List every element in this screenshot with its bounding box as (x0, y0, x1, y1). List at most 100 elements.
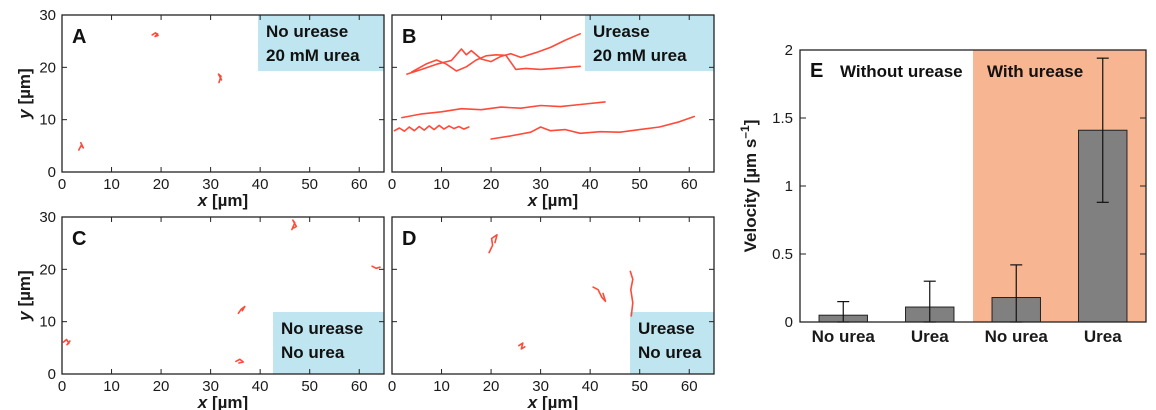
trajectory-track (592, 286, 607, 303)
x-tick-label: 50 (631, 378, 648, 395)
panel-letter: B (402, 26, 416, 48)
trajectory-track (401, 101, 606, 119)
y-tick-label: 10 (39, 314, 56, 331)
category-label: No urea (985, 327, 1049, 346)
y-axis-label-main: Velocity [µm s (741, 139, 760, 253)
x-axis-label-unit: [µm] (537, 393, 578, 410)
condition-box (630, 312, 714, 374)
y-axis-label: y [µm] (15, 68, 34, 119)
x-axis-label: x [µm] (527, 393, 578, 410)
y-tick-label: 30 (39, 7, 56, 24)
x-axis-label-unit: [µm] (537, 191, 578, 210)
y-tick-label: 10 (39, 112, 56, 129)
x-tick-label: 60 (681, 378, 698, 395)
plot-frame (391, 216, 715, 375)
x-tick-label: 20 (153, 378, 170, 395)
x-tick-label: 30 (532, 378, 549, 395)
x-axis-label-var: x (197, 191, 209, 210)
y-tick-label: 2 (785, 42, 793, 59)
panel-b: Urease 20 mM urea B 0 10 20 30 40 50 60 x [µm] (388, 14, 715, 210)
trajectory-track (411, 54, 581, 73)
y-tick-label: 0 (785, 314, 793, 331)
x-tick-label: 10 (433, 378, 450, 395)
y-tick-label: 0.5 (772, 246, 793, 263)
trajectory-track (371, 265, 381, 270)
condition-label: No urea (638, 343, 702, 362)
x-tick-label: 50 (301, 176, 318, 193)
panel-e: No urea Urea No urea Urea 0 0.5 1 1.5 2E Without … (738, 42, 1147, 346)
trajectory-track (237, 305, 246, 315)
y-axis-label-var: y (15, 310, 34, 322)
x-tick-label: 60 (351, 176, 368, 193)
condition-label: No urea (281, 343, 345, 362)
x-tick-label: 60 (681, 176, 698, 193)
x-axis-label-var: x (527, 191, 539, 210)
panel-letter: E (810, 60, 823, 82)
group-label: With urease (987, 62, 1083, 81)
x-tick-label: 30 (202, 176, 219, 193)
x-axis-label: x [µm] (197, 191, 248, 210)
category-label: Urea (1084, 327, 1122, 346)
y-tick-label: 20 (39, 59, 56, 76)
x-tick-label: 20 (483, 176, 500, 193)
y-tick-label: 0 (48, 164, 56, 181)
y-tick-label: 30 (39, 209, 56, 226)
panel-letter: A (72, 26, 86, 48)
condition-label: 20 mM urea (593, 46, 687, 65)
trajectory-track (291, 219, 298, 231)
panel-letter: D (402, 228, 416, 250)
trajectory-track (629, 270, 634, 317)
x-axis-label-unit: [µm] (207, 393, 248, 410)
x-tick-label: 0 (58, 176, 66, 193)
x-tick-label: 40 (582, 378, 599, 395)
condition-label: Urease (593, 22, 650, 41)
x-tick-label: 40 (252, 176, 269, 193)
condition-box (258, 15, 384, 71)
x-tick-label: 30 (202, 378, 219, 395)
y-axis-label-var: y (15, 108, 34, 120)
y-axis-label-close: ] (741, 120, 760, 126)
plot-frame (61, 216, 385, 375)
x-tick-label: 30 (532, 176, 549, 193)
trajectory-track (62, 338, 71, 346)
x-tick-label: 0 (388, 378, 396, 395)
x-tick-label: 0 (388, 176, 396, 193)
trajectory-track (78, 141, 85, 151)
y-tick-label: 0 (48, 366, 56, 383)
x-axis-label: x [µm] (197, 393, 248, 410)
panel-a: No urease 20 mM urea A 0 10 20 30 40 50 60 0 10 20 30… (15, 7, 385, 210)
condition-box (273, 312, 384, 374)
y-axis-label-sup: –1 (738, 125, 752, 139)
y-axis-label-unit: [µm] (15, 68, 34, 109)
x-tick-label: 10 (103, 378, 120, 395)
category-label: Urea (911, 327, 949, 346)
x-axis-label: x [µm] (527, 191, 578, 210)
group-label: Without urease (840, 62, 963, 81)
condition-label: 20 mM urea (266, 46, 360, 65)
trajectory-track (518, 342, 526, 350)
condition-label: Urease (638, 319, 695, 338)
trajectory-track (393, 124, 470, 132)
x-tick-label: 40 (582, 176, 599, 193)
y-tick-label: 1.5 (772, 110, 793, 127)
trajectory-track (151, 31, 159, 38)
x-tick-label: 50 (631, 176, 648, 193)
trajectory-track (488, 234, 498, 254)
condition-label: No urease (266, 22, 348, 41)
x-tick-label: 40 (252, 378, 269, 395)
y-axis-label: y [µm] (15, 270, 34, 321)
y-axis-label: Velocity [µm s–1] (738, 120, 760, 253)
x-tick-label: 20 (483, 378, 500, 395)
x-tick-label: 60 (351, 378, 368, 395)
x-tick-label: 0 (58, 378, 66, 395)
condition-label: No urease (281, 319, 363, 338)
x-tick-label: 10 (433, 176, 450, 193)
y-tick-label: 1 (785, 178, 793, 195)
x-tick-label: 10 (103, 176, 120, 193)
panel-letter: C (72, 228, 86, 250)
trajectory-track (490, 115, 695, 140)
trajectory-track (235, 358, 245, 364)
x-axis-label-var: x (527, 393, 539, 410)
